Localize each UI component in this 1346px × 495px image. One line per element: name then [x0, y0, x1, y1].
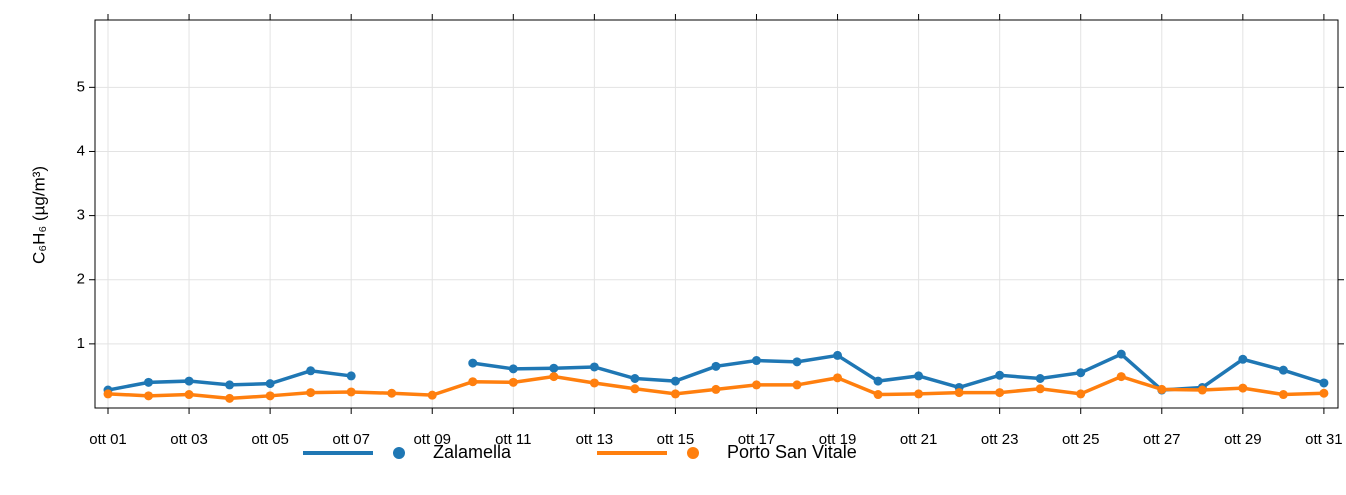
data-point — [1238, 383, 1248, 393]
data-point — [1278, 390, 1288, 400]
data-point — [670, 376, 680, 386]
data-point — [468, 377, 478, 387]
x-tick-label: ott 21 — [900, 431, 938, 448]
data-point — [589, 378, 599, 388]
data-point — [711, 361, 721, 371]
data-point — [225, 393, 235, 403]
data-point — [995, 388, 1005, 398]
data-point — [468, 358, 478, 368]
data-point — [1116, 372, 1126, 382]
legend-dot — [687, 447, 699, 459]
y-tick-label: 1 — [77, 335, 85, 352]
legend-label: Porto San Vitale — [727, 442, 857, 462]
data-point — [914, 389, 924, 399]
plot-frame — [94, 19, 1339, 409]
x-tick-label: ott 05 — [251, 431, 289, 448]
data-point — [833, 350, 843, 360]
data-point — [954, 388, 964, 398]
data-point — [1035, 373, 1045, 383]
y-tick-label: 2 — [77, 271, 85, 288]
y-axis-label: C₆H₆ (µg/m³) — [29, 166, 48, 264]
data-point — [427, 390, 437, 400]
data-point — [751, 356, 761, 366]
data-point — [630, 384, 640, 394]
data-point — [1238, 354, 1248, 364]
x-tick-label: ott 13 — [576, 431, 614, 448]
x-tick-label: ott 03 — [170, 431, 208, 448]
data-point — [1157, 384, 1167, 394]
x-tick-label: ott 23 — [981, 431, 1019, 448]
x-tick-label: ott 27 — [1143, 431, 1181, 448]
x-tick-label: ott 09 — [413, 431, 451, 448]
data-point — [1319, 388, 1329, 398]
data-point — [184, 376, 194, 386]
y-tick-label: 4 — [77, 142, 85, 159]
data-point — [1319, 378, 1329, 388]
x-tick-label: ott 11 — [495, 431, 531, 448]
data-point — [508, 377, 518, 387]
data-point — [346, 371, 356, 381]
data-point — [225, 380, 235, 390]
x-tick-label: ott 15 — [657, 431, 695, 448]
data-point — [630, 373, 640, 383]
data-point — [589, 362, 599, 372]
x-tick-label: ott 17 — [738, 431, 776, 448]
data-point — [751, 380, 761, 390]
data-point — [265, 379, 275, 389]
x-tick-label: ott 19 — [819, 431, 857, 448]
data-point — [184, 390, 194, 400]
data-point — [549, 363, 559, 373]
data-point — [873, 390, 883, 400]
data-point — [144, 391, 154, 401]
y-tick-label: 5 — [77, 78, 85, 95]
data-point — [144, 377, 154, 387]
data-point — [711, 384, 721, 394]
data-point — [995, 370, 1005, 380]
data-point — [1035, 384, 1045, 394]
data-point — [792, 380, 802, 390]
y-tick-label: 3 — [77, 207, 85, 224]
data-point — [792, 357, 802, 367]
data-point — [1197, 385, 1207, 395]
data-point — [306, 366, 316, 376]
x-tick-label: ott 31 — [1305, 431, 1343, 448]
data-point — [1076, 389, 1086, 399]
x-tick-label: ott 29 — [1224, 431, 1262, 448]
data-point — [833, 373, 843, 383]
data-point — [914, 371, 924, 381]
data-point — [1278, 365, 1288, 375]
data-point — [873, 376, 883, 386]
x-tick-label: ott 25 — [1062, 431, 1100, 448]
data-point — [346, 387, 356, 397]
data-point — [549, 372, 559, 382]
data-point — [1116, 349, 1126, 359]
data-point — [306, 388, 316, 398]
legend-label: Zalamella — [433, 442, 512, 462]
data-point — [387, 388, 397, 398]
x-tick-label: ott 01 — [89, 431, 127, 448]
data-point — [670, 389, 680, 399]
legend-dot — [393, 447, 405, 459]
data-point — [508, 364, 518, 374]
data-point — [103, 389, 113, 399]
x-tick-label: ott 07 — [332, 431, 370, 448]
data-point — [265, 391, 275, 401]
data-point — [1076, 368, 1086, 378]
